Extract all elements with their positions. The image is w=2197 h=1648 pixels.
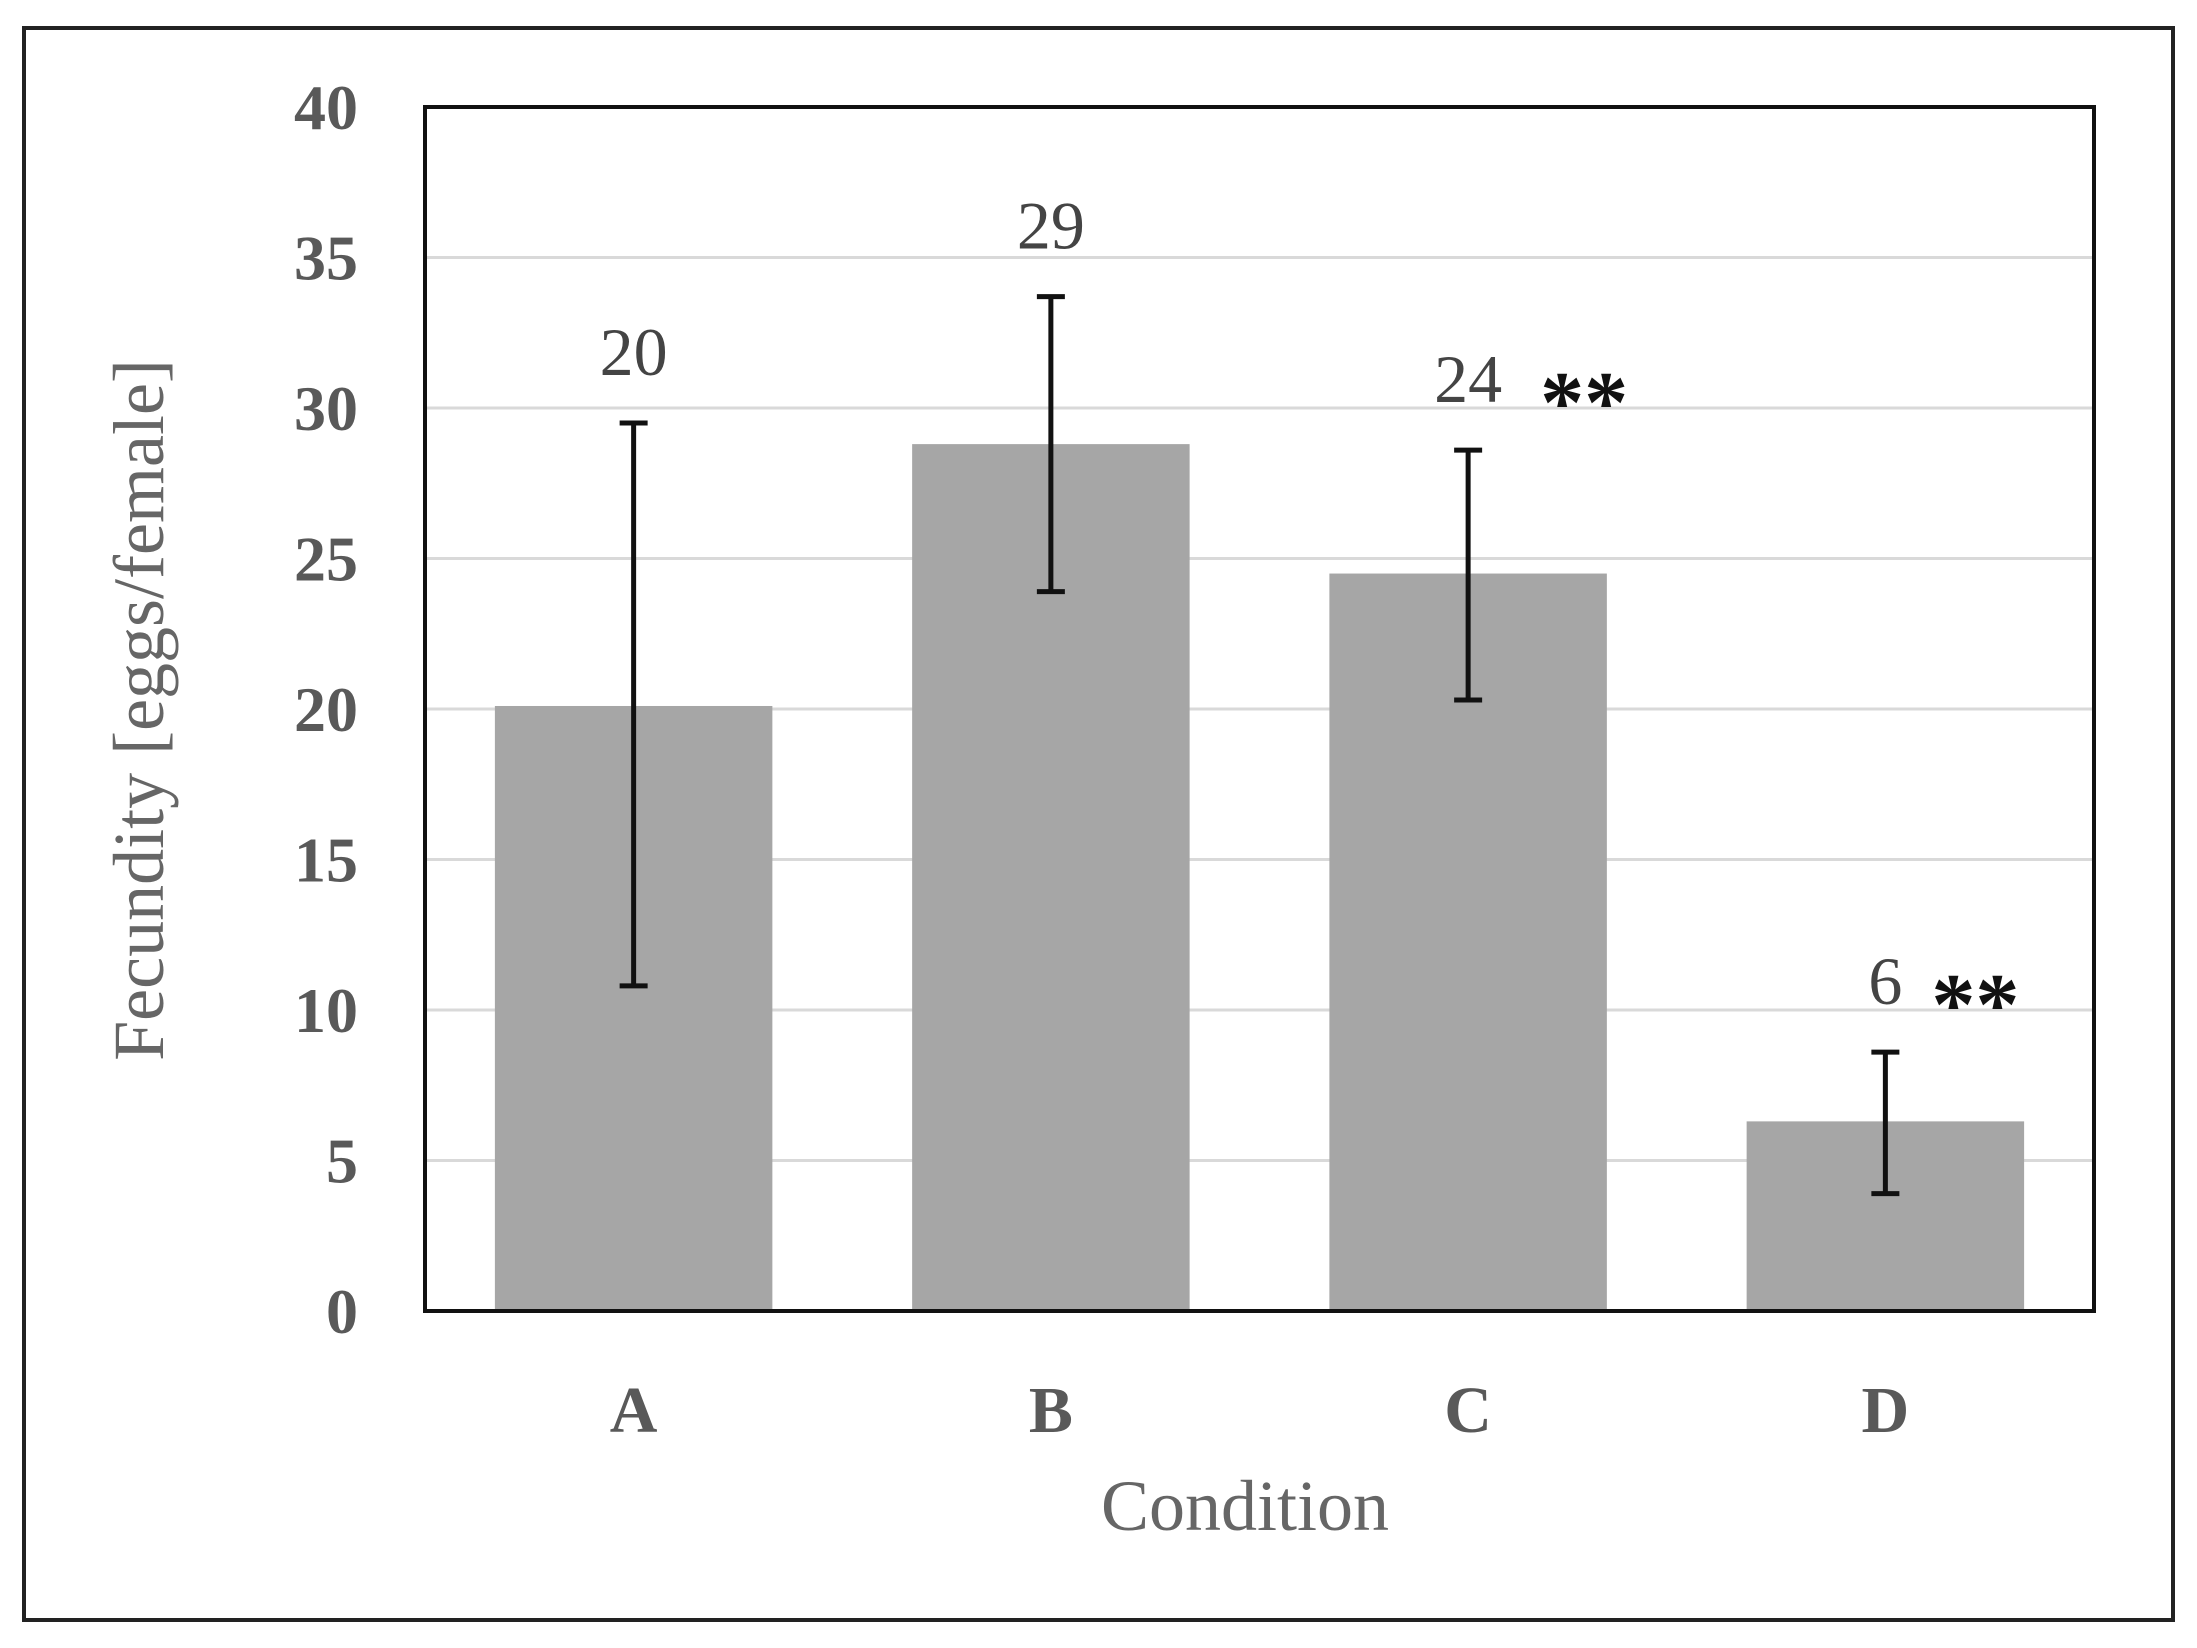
y-tick-label: 25 [294,524,358,595]
x-tick-label: D [1862,1374,1910,1447]
data-labels: 20 29 24 ** 6 ** [600,188,2020,1055]
significance-marker: ** [1540,355,1628,452]
data-label-b: 29 [1017,188,1085,264]
y-tick-label: 0 [326,1276,358,1347]
x-axis-ticks: A B C D [610,1374,1909,1447]
significance-marker: ** [1931,957,2019,1054]
data-label-d: 6 [1868,943,1902,1019]
data-label-c: 24 [1434,341,1502,417]
y-axis-title: Fecundity [eggs/female] [99,359,179,1061]
y-tick-label: 5 [326,1126,358,1197]
data-label-a: 20 [600,314,668,390]
x-tick-label: C [1444,1374,1492,1447]
bars [494,444,2025,1311]
y-tick-label: 35 [294,223,358,294]
x-tick-label: A [610,1374,658,1447]
error-bars [619,294,1900,1197]
x-axis-title: Condition [1101,1466,1389,1546]
y-tick-label: 40 [294,72,358,143]
x-tick-label: B [1029,1374,1073,1447]
y-tick-label: 20 [294,674,358,745]
y-tick-label: 15 [294,825,358,896]
y-tick-label: 10 [294,975,358,1046]
y-tick-label: 30 [294,373,358,444]
plot-area-border [423,105,2096,1313]
y-axis-ticks: 0 5 10 15 20 25 30 35 40 [294,72,358,1347]
